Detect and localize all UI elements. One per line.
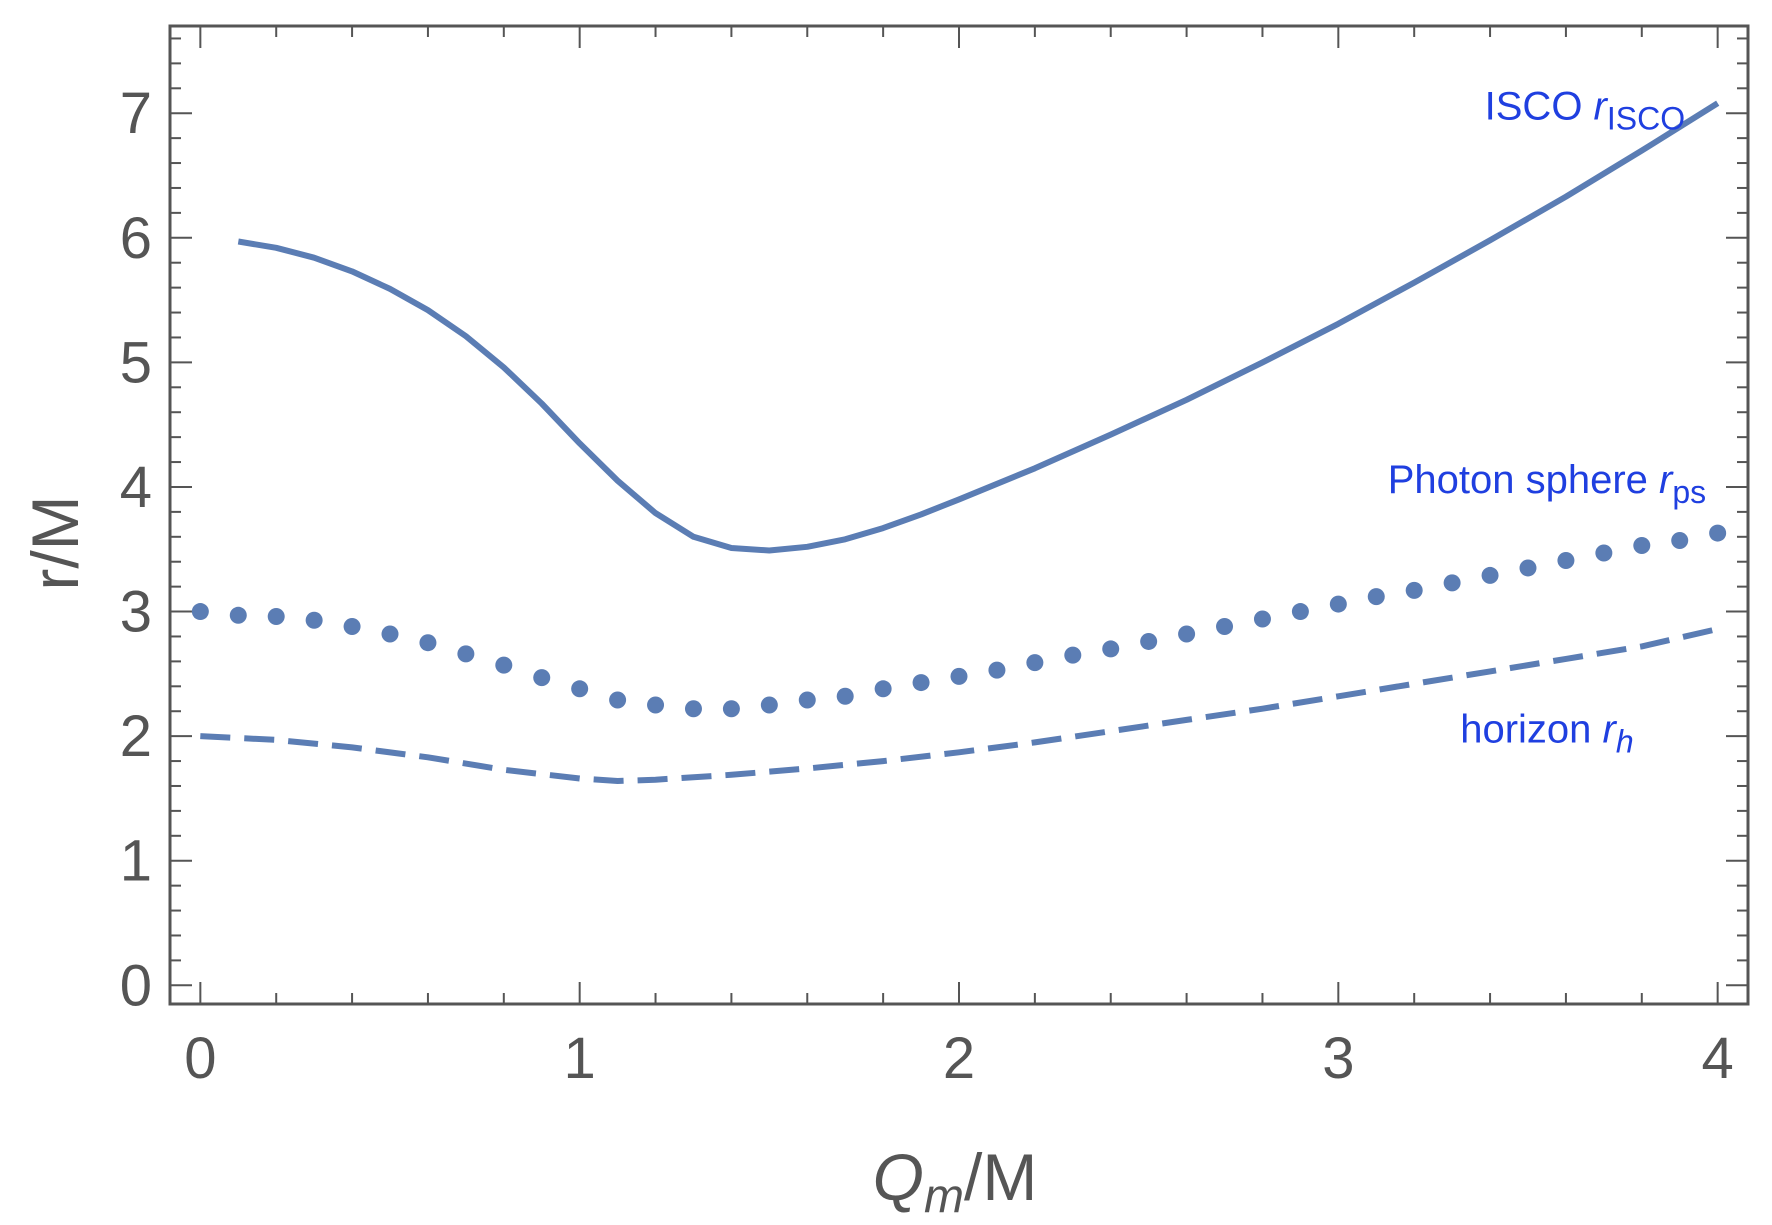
point-photon-sphere xyxy=(533,669,551,687)
y-tick-label: 7 xyxy=(120,81,152,146)
y-tick-label: 6 xyxy=(120,206,152,271)
series-layer xyxy=(191,100,1727,784)
point-photon-sphere xyxy=(1405,581,1423,599)
annotation-subscript: ps xyxy=(1672,474,1706,510)
point-photon-sphere xyxy=(1557,551,1575,569)
point-photon-sphere xyxy=(191,603,209,621)
point-photon-sphere xyxy=(1064,646,1082,664)
point-photon-sphere xyxy=(912,674,930,692)
annotation-label: horizon xyxy=(1460,707,1602,751)
point-photon-sphere xyxy=(874,680,892,698)
minor-ticks xyxy=(170,26,1748,1004)
point-photon-sphere xyxy=(1026,654,1044,672)
point-photon-sphere xyxy=(267,608,285,626)
annotation-subscript: h xyxy=(1616,723,1634,759)
point-photon-sphere xyxy=(343,618,361,636)
x-axis-title-sub: m xyxy=(924,1170,964,1223)
y-tick-label: 4 xyxy=(120,455,152,520)
point-photon-sphere xyxy=(1519,559,1537,577)
y-tick-label: 2 xyxy=(120,704,152,769)
x-axis-title-main: Q xyxy=(873,1140,924,1214)
point-photon-sphere xyxy=(495,656,513,674)
point-photon-sphere xyxy=(381,625,399,643)
x-tick-label: 4 xyxy=(1702,1026,1734,1091)
point-photon-sphere xyxy=(647,696,665,714)
point-photon-sphere xyxy=(1253,610,1271,628)
point-photon-sphere xyxy=(760,696,778,714)
y-tick-label: 1 xyxy=(120,829,152,894)
point-photon-sphere xyxy=(1709,524,1727,542)
series-photon-sphere xyxy=(191,524,1727,718)
point-photon-sphere xyxy=(305,611,323,629)
point-photon-sphere xyxy=(684,700,702,718)
point-photon-sphere xyxy=(1671,532,1689,550)
y-tick-label: 3 xyxy=(120,580,152,645)
series-line-isco xyxy=(237,100,1720,554)
point-photon-sphere xyxy=(571,680,589,698)
point-photon-sphere xyxy=(1291,603,1309,621)
point-photon-sphere xyxy=(609,691,627,709)
annotation-variable: r xyxy=(1603,707,1618,751)
annotation-label: Photon sphere xyxy=(1388,458,1659,502)
tick-labels: 0 1 2 3 4 0 1 2 3 4 5 6 7 xyxy=(120,81,1734,1091)
point-photon-sphere xyxy=(722,700,740,718)
point-photon-sphere xyxy=(1140,632,1158,650)
x-tick-label: 1 xyxy=(564,1026,596,1091)
y-tick-label: 5 xyxy=(120,330,152,395)
x-axis-title-suffix: /M xyxy=(964,1140,1037,1214)
point-photon-sphere xyxy=(1443,574,1461,592)
point-photon-sphere xyxy=(1178,625,1196,643)
point-photon-sphere xyxy=(1216,618,1234,636)
annotation-subscript: ISCO xyxy=(1607,100,1685,136)
annotation-variable: r xyxy=(1594,84,1609,128)
y-tick-label: 0 xyxy=(120,953,152,1018)
plot-frame xyxy=(168,24,1750,1006)
x-axis-title: Qm/M xyxy=(873,1140,1038,1223)
point-photon-sphere xyxy=(988,661,1006,679)
y-axis-title: r/M xyxy=(18,495,92,590)
series-line-horizon xyxy=(200,626,1719,784)
x-tick-label: 0 xyxy=(184,1026,216,1091)
x-tick-label: 3 xyxy=(1322,1026,1354,1091)
x-tick-label: 2 xyxy=(943,1026,975,1091)
point-photon-sphere xyxy=(1329,595,1347,613)
point-photon-sphere xyxy=(419,634,437,652)
point-photon-sphere xyxy=(1633,537,1651,555)
point-photon-sphere xyxy=(950,667,968,685)
annotation-label: ISCO xyxy=(1485,84,1594,128)
point-photon-sphere xyxy=(1102,640,1120,658)
annotation-photon-sphere: Photon sphere rps xyxy=(1388,458,1706,510)
point-photon-sphere xyxy=(229,606,247,624)
point-photon-sphere xyxy=(1481,566,1499,584)
point-photon-sphere xyxy=(1367,588,1385,606)
annotation-isco: ISCO rISCO xyxy=(1485,84,1685,136)
point-photon-sphere xyxy=(836,687,854,705)
point-photon-sphere xyxy=(457,645,475,663)
annotation-variable: r xyxy=(1659,458,1674,502)
point-photon-sphere xyxy=(1595,544,1613,562)
point-photon-sphere xyxy=(798,691,816,709)
annotation-horizon: horizon rh xyxy=(1460,707,1633,759)
